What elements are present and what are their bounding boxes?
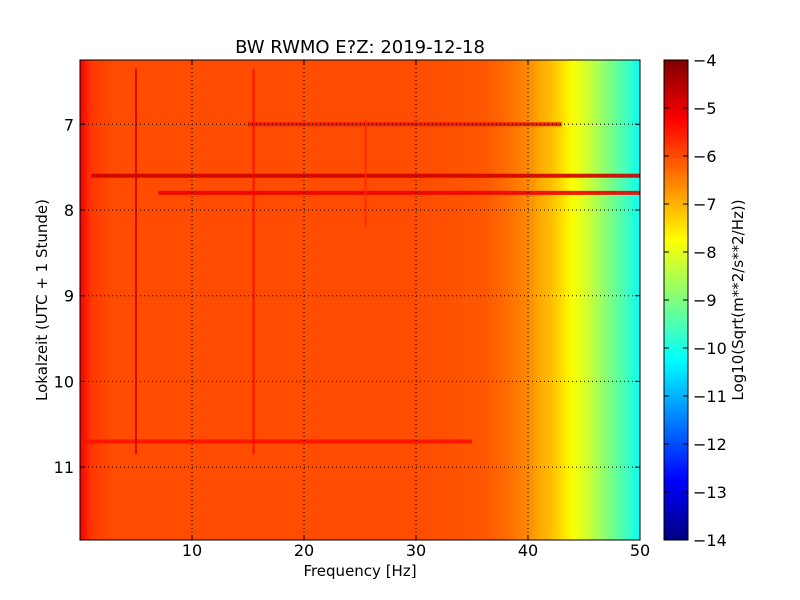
colorbar-tick-label: −7 [693,195,717,214]
y-tick-label: 8 [64,201,74,220]
x-tick-label: 50 [630,541,650,560]
colorbar-tick-label: −5 [693,99,717,118]
x-tick-label: 30 [406,541,426,560]
colorbar-tick-label: −9 [693,291,717,310]
x-axis-label: Frequency [Hz] [303,562,416,580]
colorbar-tick-label: −14 [693,531,727,550]
colorbar-tick-label: −13 [693,483,727,502]
colorbar-tick-label: −10 [693,339,727,358]
y-tick-label: 7 [64,115,74,134]
spectrogram-band-3 [80,439,472,444]
y-tick-label: 9 [64,287,74,306]
colorbar: −4 −5 −6 −7 −8 −9 −10 −11 −12 −13 −14 Log10(Sqrt(m… [663,51,747,550]
x-tick-label: 20 [294,541,314,560]
x-axis: 10 20 30 40 50 [182,60,650,560]
spectrogram-background [80,60,640,540]
y-tick-label: 11 [54,458,74,477]
spectrogram-line-4 [135,68,137,455]
plot-area [80,60,641,540]
colorbar-ticks: −4 −5 −6 −7 −8 −9 −10 −11 −12 −13 −14 [664,51,727,550]
spectrogram-band-1 [158,190,640,195]
colorbar-tick-label: −8 [693,243,717,262]
plot-frame [79,59,641,541]
spectrogram-line-6 [364,120,367,228]
colorbar-tick-label: −11 [693,387,727,406]
x-tick-label: 40 [518,541,538,560]
y-axis: 7 8 9 10 11 [54,115,640,477]
colorbar-tick-label: −4 [693,51,717,70]
y-axis-label: Lokalzeit (UTC + 1 Stunde) [33,199,51,401]
x-tick-label: 10 [182,541,202,560]
y-tick-label: 10 [54,372,74,391]
colorbar-tick-label: −6 [693,147,717,166]
chart-title: BW RWMO E?Z: 2019-12-18 [235,37,485,58]
colorbar-tick-label: −12 [693,435,727,454]
spectrogram-line-5 [252,68,255,455]
colorbar-label: Log10(Sqrt(m**2/s**2/Hz)) [729,199,747,400]
